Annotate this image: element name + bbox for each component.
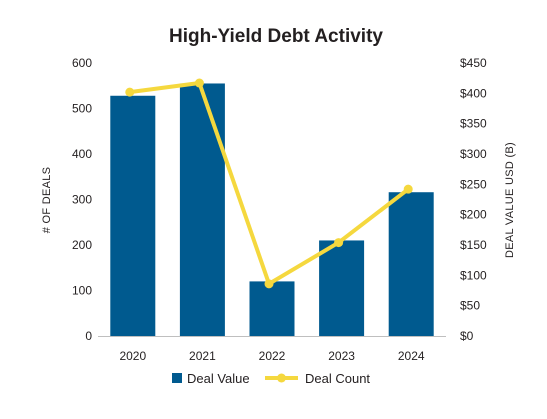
x-axis: 2020 2021 2022 2023 2024	[119, 349, 424, 363]
x-tick-label: 2021	[189, 349, 216, 363]
left-tick-label: 100	[72, 284, 92, 298]
line-point	[403, 184, 413, 194]
right-tick-label: $150	[460, 238, 487, 252]
left-tick-label: 600	[72, 56, 92, 70]
deal-count-line	[129, 81, 410, 286]
bar	[388, 192, 434, 336]
left-tick-label: 400	[72, 147, 92, 161]
bar-series	[110, 83, 434, 336]
right-tick-label: $0	[460, 329, 474, 343]
legend-swatch-deal-value	[172, 373, 182, 383]
bar	[319, 240, 365, 336]
line-point	[194, 78, 204, 88]
x-tick-label: 2022	[259, 349, 286, 363]
left-tick-label: 300	[72, 193, 92, 207]
right-tick-label: $50	[460, 299, 480, 313]
left-tick-label: 200	[72, 238, 92, 252]
left-tick-label: 500	[72, 102, 92, 116]
right-tick-label: $300	[460, 147, 487, 161]
right-axis-label: DEAL VALUE USD (B)	[504, 142, 516, 258]
x-tick-label: 2020	[119, 349, 146, 363]
left-axis-label: # OF DEALS	[41, 167, 53, 234]
right-tick-label: $250	[460, 177, 487, 191]
x-tick-label: 2024	[398, 349, 425, 363]
left-axis: 0 100 200 300 400 500 600	[72, 56, 92, 343]
bar	[179, 83, 225, 336]
right-tick-label: $450	[460, 56, 487, 70]
right-tick-label: $100	[460, 268, 487, 282]
x-tick-label: 2023	[328, 349, 355, 363]
line-point	[125, 87, 135, 97]
right-tick-label: $200	[460, 208, 487, 222]
chart-title: High-Yield Debt Activity	[169, 26, 383, 47]
left-tick-label: 0	[85, 329, 92, 343]
right-tick-label: $400	[460, 86, 487, 100]
line-point	[334, 238, 344, 248]
line-point	[264, 279, 274, 289]
legend-label-deal-count: Deal Count	[305, 371, 370, 386]
bar	[249, 281, 295, 336]
right-tick-label: $350	[460, 117, 487, 131]
right-axis: $0 $50 $100 $150 $200 $250 $300 $350 $400 $450	[460, 56, 487, 343]
legend: Deal Value Deal Count	[172, 371, 370, 386]
legend-marker-deal-count	[277, 373, 286, 383]
bar	[110, 95, 156, 336]
legend-label-deal-value: Deal Value	[187, 371, 250, 386]
line-series	[125, 78, 413, 289]
